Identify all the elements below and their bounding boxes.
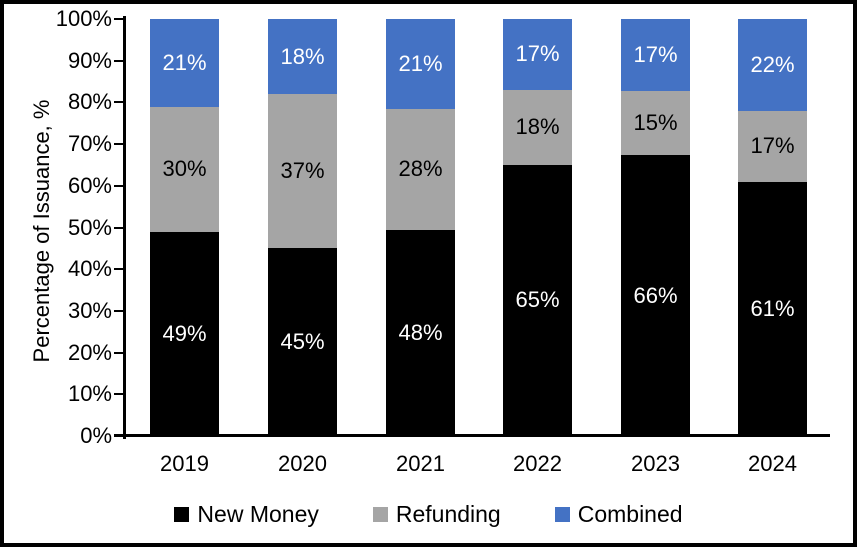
bar-value-label: 28%: [398, 156, 443, 182]
x-axis-label: 2021: [396, 451, 445, 476]
bar-segment-combined: [738, 19, 807, 111]
bar-segment-refunding: [386, 109, 455, 230]
bar-segment-combined: [621, 19, 690, 92]
y-tick-label: 90%: [67, 47, 112, 73]
legend-item-new-money: New Money: [174, 501, 319, 528]
bar-value-label: 17%: [633, 42, 678, 68]
bar-value-label: 66%: [633, 282, 678, 308]
bar-segment-refunding: [621, 91, 690, 156]
chart-legend: New Money Refunding Combined: [4, 501, 853, 528]
bar-segment-refunding: [268, 94, 337, 249]
bar-value-label: 17%: [750, 133, 795, 159]
bar-segment-combined: [150, 19, 219, 107]
y-tick-mark: [114, 268, 123, 271]
legend-label: Combined: [577, 501, 683, 527]
y-tick-label: 70%: [67, 131, 112, 157]
y-tick-label: 40%: [67, 256, 112, 282]
bar-value-label: 15%: [633, 110, 678, 136]
bar-value-label: 65%: [515, 287, 560, 313]
y-tick-label: 0%: [80, 423, 112, 448]
y-tick-label: 20%: [67, 339, 112, 365]
bar-value-label: 17%: [515, 41, 560, 67]
bar-segment-new-money: [268, 248, 337, 436]
y-tick-label: 10%: [67, 381, 112, 407]
y-tick-mark: [114, 309, 123, 312]
y-tick-label: 60%: [67, 172, 112, 198]
bar-value-label: 18%: [280, 43, 325, 69]
bar-segment-refunding: [150, 106, 219, 232]
x-axis-line: [114, 434, 830, 437]
y-tick-mark: [114, 18, 123, 20]
bar-value-label: 21%: [398, 51, 443, 77]
legend-label: New Money: [197, 501, 319, 527]
bar-segment-combined: [268, 19, 337, 95]
bar-value-label: 18%: [515, 114, 560, 140]
legend-item-refunding: Refunding: [372, 501, 501, 528]
x-axis-label: 2019: [160, 451, 209, 476]
y-tick-mark: [114, 393, 123, 396]
bar-segment-combined: [503, 19, 572, 90]
bar-value-label: 61%: [750, 295, 795, 321]
y-tick-label: 30%: [67, 297, 112, 323]
bar-segment-new-money: [503, 164, 572, 436]
x-axis-label: 2020: [278, 451, 327, 476]
y-tick-mark: [114, 226, 123, 229]
bar-value-label: 21%: [162, 49, 207, 75]
bar-segment-combined: [386, 19, 455, 110]
y-tick-label: 50%: [67, 214, 112, 240]
legend-swatch-icon: [174, 507, 190, 522]
y-axis-line: [123, 16, 126, 439]
bar-segment-refunding: [738, 110, 807, 182]
bar-segment-new-money: [621, 155, 690, 436]
y-tick-label: 100%: [55, 6, 112, 31]
bar-segment-new-money: [386, 229, 455, 436]
y-tick-mark: [114, 101, 123, 104]
bar-value-label: 37%: [280, 158, 325, 184]
bar-segment-new-money: [150, 231, 219, 436]
y-tick-mark: [114, 59, 123, 62]
x-axis-label: 2023: [631, 451, 680, 476]
y-tick-mark: [114, 351, 123, 354]
bar-value-label: 49%: [162, 320, 207, 346]
legend-item-combined: Combined: [554, 501, 683, 528]
bar-value-label: 22%: [750, 51, 795, 77]
bar-value-label: 30%: [162, 156, 207, 182]
legend-swatch-icon: [372, 507, 388, 522]
bar-value-label: 48%: [398, 319, 443, 345]
y-tick-label: 80%: [67, 89, 112, 115]
legend-label: Refunding: [395, 501, 501, 527]
y-tick-mark: [114, 143, 123, 146]
bar-segment-refunding: [503, 89, 572, 165]
bar-value-label: 45%: [280, 329, 325, 355]
x-axis-label: 2022: [513, 451, 562, 476]
y-tick-mark: [114, 184, 123, 187]
bar-segment-new-money: [738, 181, 807, 436]
legend-swatch-icon: [554, 507, 570, 522]
x-axis-label: 2024: [748, 451, 797, 476]
